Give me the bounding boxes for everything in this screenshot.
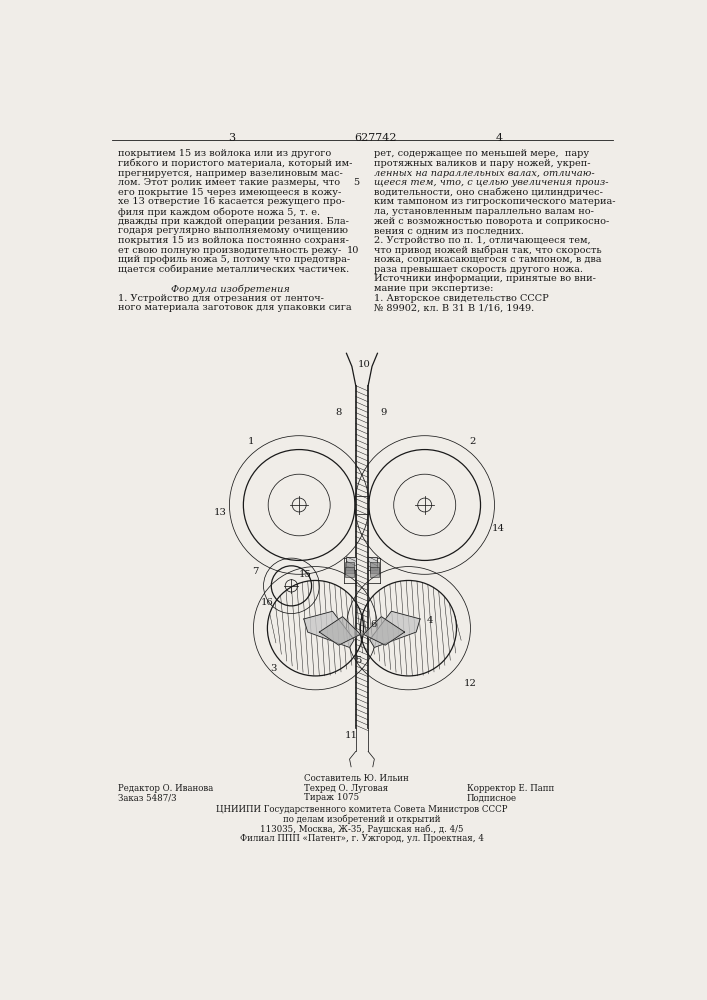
- Text: Формула изобретения: Формула изобретения: [171, 284, 290, 294]
- Bar: [346, 557, 356, 570]
- Text: 1. Авторское свидетельство СССР: 1. Авторское свидетельство СССР: [373, 294, 549, 303]
- Text: его покрытие 15 через имеющееся в кожу-: его покрытие 15 через имеющееся в кожу-: [118, 188, 341, 197]
- Text: 5: 5: [355, 656, 361, 665]
- Text: Корректор Е. Папп: Корректор Е. Папп: [467, 784, 554, 793]
- Polygon shape: [304, 611, 354, 647]
- Text: 2. Устройство по п. 1, отличающееся тем,: 2. Устройство по п. 1, отличающееся тем,: [373, 236, 590, 245]
- Text: ного материала заготовок для упаковки сига: ного материала заготовок для упаковки си…: [118, 303, 351, 312]
- Text: по делам изобретений и открытий: по делам изобретений и открытий: [284, 815, 440, 824]
- Text: мание при экспертизе:: мание при экспертизе:: [373, 284, 493, 293]
- Bar: [370, 567, 379, 577]
- Text: водительности, оно снабжено цилиндричес-: водительности, оно снабжено цилиндричес-: [373, 188, 602, 197]
- Text: 3: 3: [270, 664, 276, 673]
- Text: прегнируется, например вазелиновым мас-: прегнируется, например вазелиновым мас-: [118, 169, 343, 178]
- Text: № 89902, кл. В 31 В 1/16, 1949.: № 89902, кл. В 31 В 1/16, 1949.: [373, 303, 534, 312]
- Bar: [368, 557, 378, 570]
- Text: 13: 13: [214, 508, 226, 517]
- Text: 113035, Москва, Ж-35, Раушская наб., д. 4/5: 113035, Москва, Ж-35, Раушская наб., д. …: [260, 825, 464, 834]
- Text: Заказ 5487/3: Заказ 5487/3: [118, 793, 176, 802]
- Text: Составитель Ю. Ильин: Составитель Ю. Ильин: [304, 774, 409, 783]
- Text: 8: 8: [336, 408, 342, 417]
- Text: ла, установленным параллельно валам но-: ла, установленным параллельно валам но-: [373, 207, 593, 216]
- Text: ет свою полную производительность режу-: ет свою полную производительность режу-: [118, 246, 341, 255]
- Text: ЦНИИПИ Государственного комитета Совета Министров СССР: ЦНИИПИ Государственного комитета Совета …: [216, 805, 508, 814]
- Text: жей с возможностью поворота и соприкосно-: жей с возможностью поворота и соприкосно…: [373, 217, 609, 226]
- Polygon shape: [363, 617, 404, 645]
- Text: Филиал ППП «Патент», г. Ужгород, ул. Проектная, 4: Филиал ППП «Патент», г. Ужгород, ул. Про…: [240, 834, 484, 843]
- Text: что привод ножей выбран так, что скорость: что привод ножей выбран так, что скорост…: [373, 246, 601, 255]
- Text: 6: 6: [370, 620, 377, 629]
- Text: 3: 3: [228, 133, 235, 143]
- Text: 1. Устройство для отрезания от ленточ-: 1. Устройство для отрезания от ленточ-: [118, 294, 324, 303]
- Text: 11: 11: [344, 732, 358, 740]
- Text: Техред О. Луговая: Техред О. Луговая: [304, 784, 388, 793]
- Text: 15: 15: [299, 570, 312, 579]
- Text: 5: 5: [354, 178, 360, 187]
- Text: 7: 7: [252, 567, 259, 576]
- Text: ленных на параллельных валах, отличаю-: ленных на параллельных валах, отличаю-: [373, 169, 594, 178]
- Text: 14: 14: [492, 524, 505, 533]
- Text: филя при каждом обороте ножа 5, т. е.: филя при каждом обороте ножа 5, т. е.: [118, 207, 320, 217]
- Polygon shape: [320, 617, 361, 645]
- Text: щается собирание металлических частичек.: щается собирание металлических частичек.: [118, 265, 349, 274]
- Text: покрытием 15 из войлока или из другого: покрытием 15 из войлока или из другого: [118, 149, 331, 158]
- Text: дважды при каждой операции резания. Бла-: дважды при каждой операции резания. Бла-: [118, 217, 349, 226]
- Bar: [345, 567, 354, 577]
- Text: щий профиль ножа 5, потому что предотвра-: щий профиль ножа 5, потому что предотвра…: [118, 255, 350, 264]
- Text: 4: 4: [427, 616, 433, 625]
- Text: 627742: 627742: [354, 133, 397, 143]
- Text: Тираж 1075: Тираж 1075: [304, 793, 359, 802]
- Text: ножа, соприкасающегося с тампоном, в два: ножа, соприкасающегося с тампоном, в два: [373, 255, 601, 264]
- Text: рет, содержащее по меньшей мере,  пару: рет, содержащее по меньшей мере, пару: [373, 149, 589, 158]
- Text: 4: 4: [496, 133, 503, 143]
- Polygon shape: [370, 611, 420, 647]
- Text: 12: 12: [464, 679, 477, 688]
- Text: ким тампоном из гигроскопического материа-: ким тампоном из гигроскопического матери…: [373, 197, 615, 206]
- Text: лом. Этот ролик имеет такие размеры, что: лом. Этот ролик имеет такие размеры, что: [118, 178, 340, 187]
- Text: хе 13 отверстие 16 касается режущего про-: хе 13 отверстие 16 касается режущего про…: [118, 197, 345, 206]
- Text: Подписное: Подписное: [467, 793, 517, 802]
- Text: Источники информации, принятые во вни-: Источники информации, принятые во вни-: [373, 274, 595, 283]
- Text: гибкого и пористого материала, который им-: гибкого и пористого материала, который и…: [118, 159, 352, 168]
- Text: щееся тем, что, с целью увеличения произ-: щееся тем, что, с целью увеличения произ…: [373, 178, 608, 187]
- Text: покрытия 15 из войлока постоянно сохраня-: покрытия 15 из войлока постоянно сохраня…: [118, 236, 349, 245]
- Bar: [345, 562, 354, 573]
- Text: 1: 1: [248, 437, 255, 446]
- Text: раза превышает скорость другого ножа.: раза превышает скорость другого ножа.: [373, 265, 583, 274]
- Text: протяжных валиков и пару ножей, укреп-: протяжных валиков и пару ножей, укреп-: [373, 159, 590, 168]
- Text: 16: 16: [261, 598, 274, 607]
- Text: Редактор О. Иванова: Редактор О. Иванова: [118, 784, 213, 793]
- Text: годаря регулярно выполняемому очищению: годаря регулярно выполняемому очищению: [118, 226, 348, 235]
- Text: 2: 2: [469, 437, 476, 446]
- Bar: [370, 562, 379, 573]
- Text: вения с одним из последних.: вения с одним из последних.: [373, 226, 523, 235]
- Text: 10: 10: [358, 360, 370, 369]
- Text: 10: 10: [347, 246, 360, 255]
- Text: 9: 9: [380, 408, 387, 417]
